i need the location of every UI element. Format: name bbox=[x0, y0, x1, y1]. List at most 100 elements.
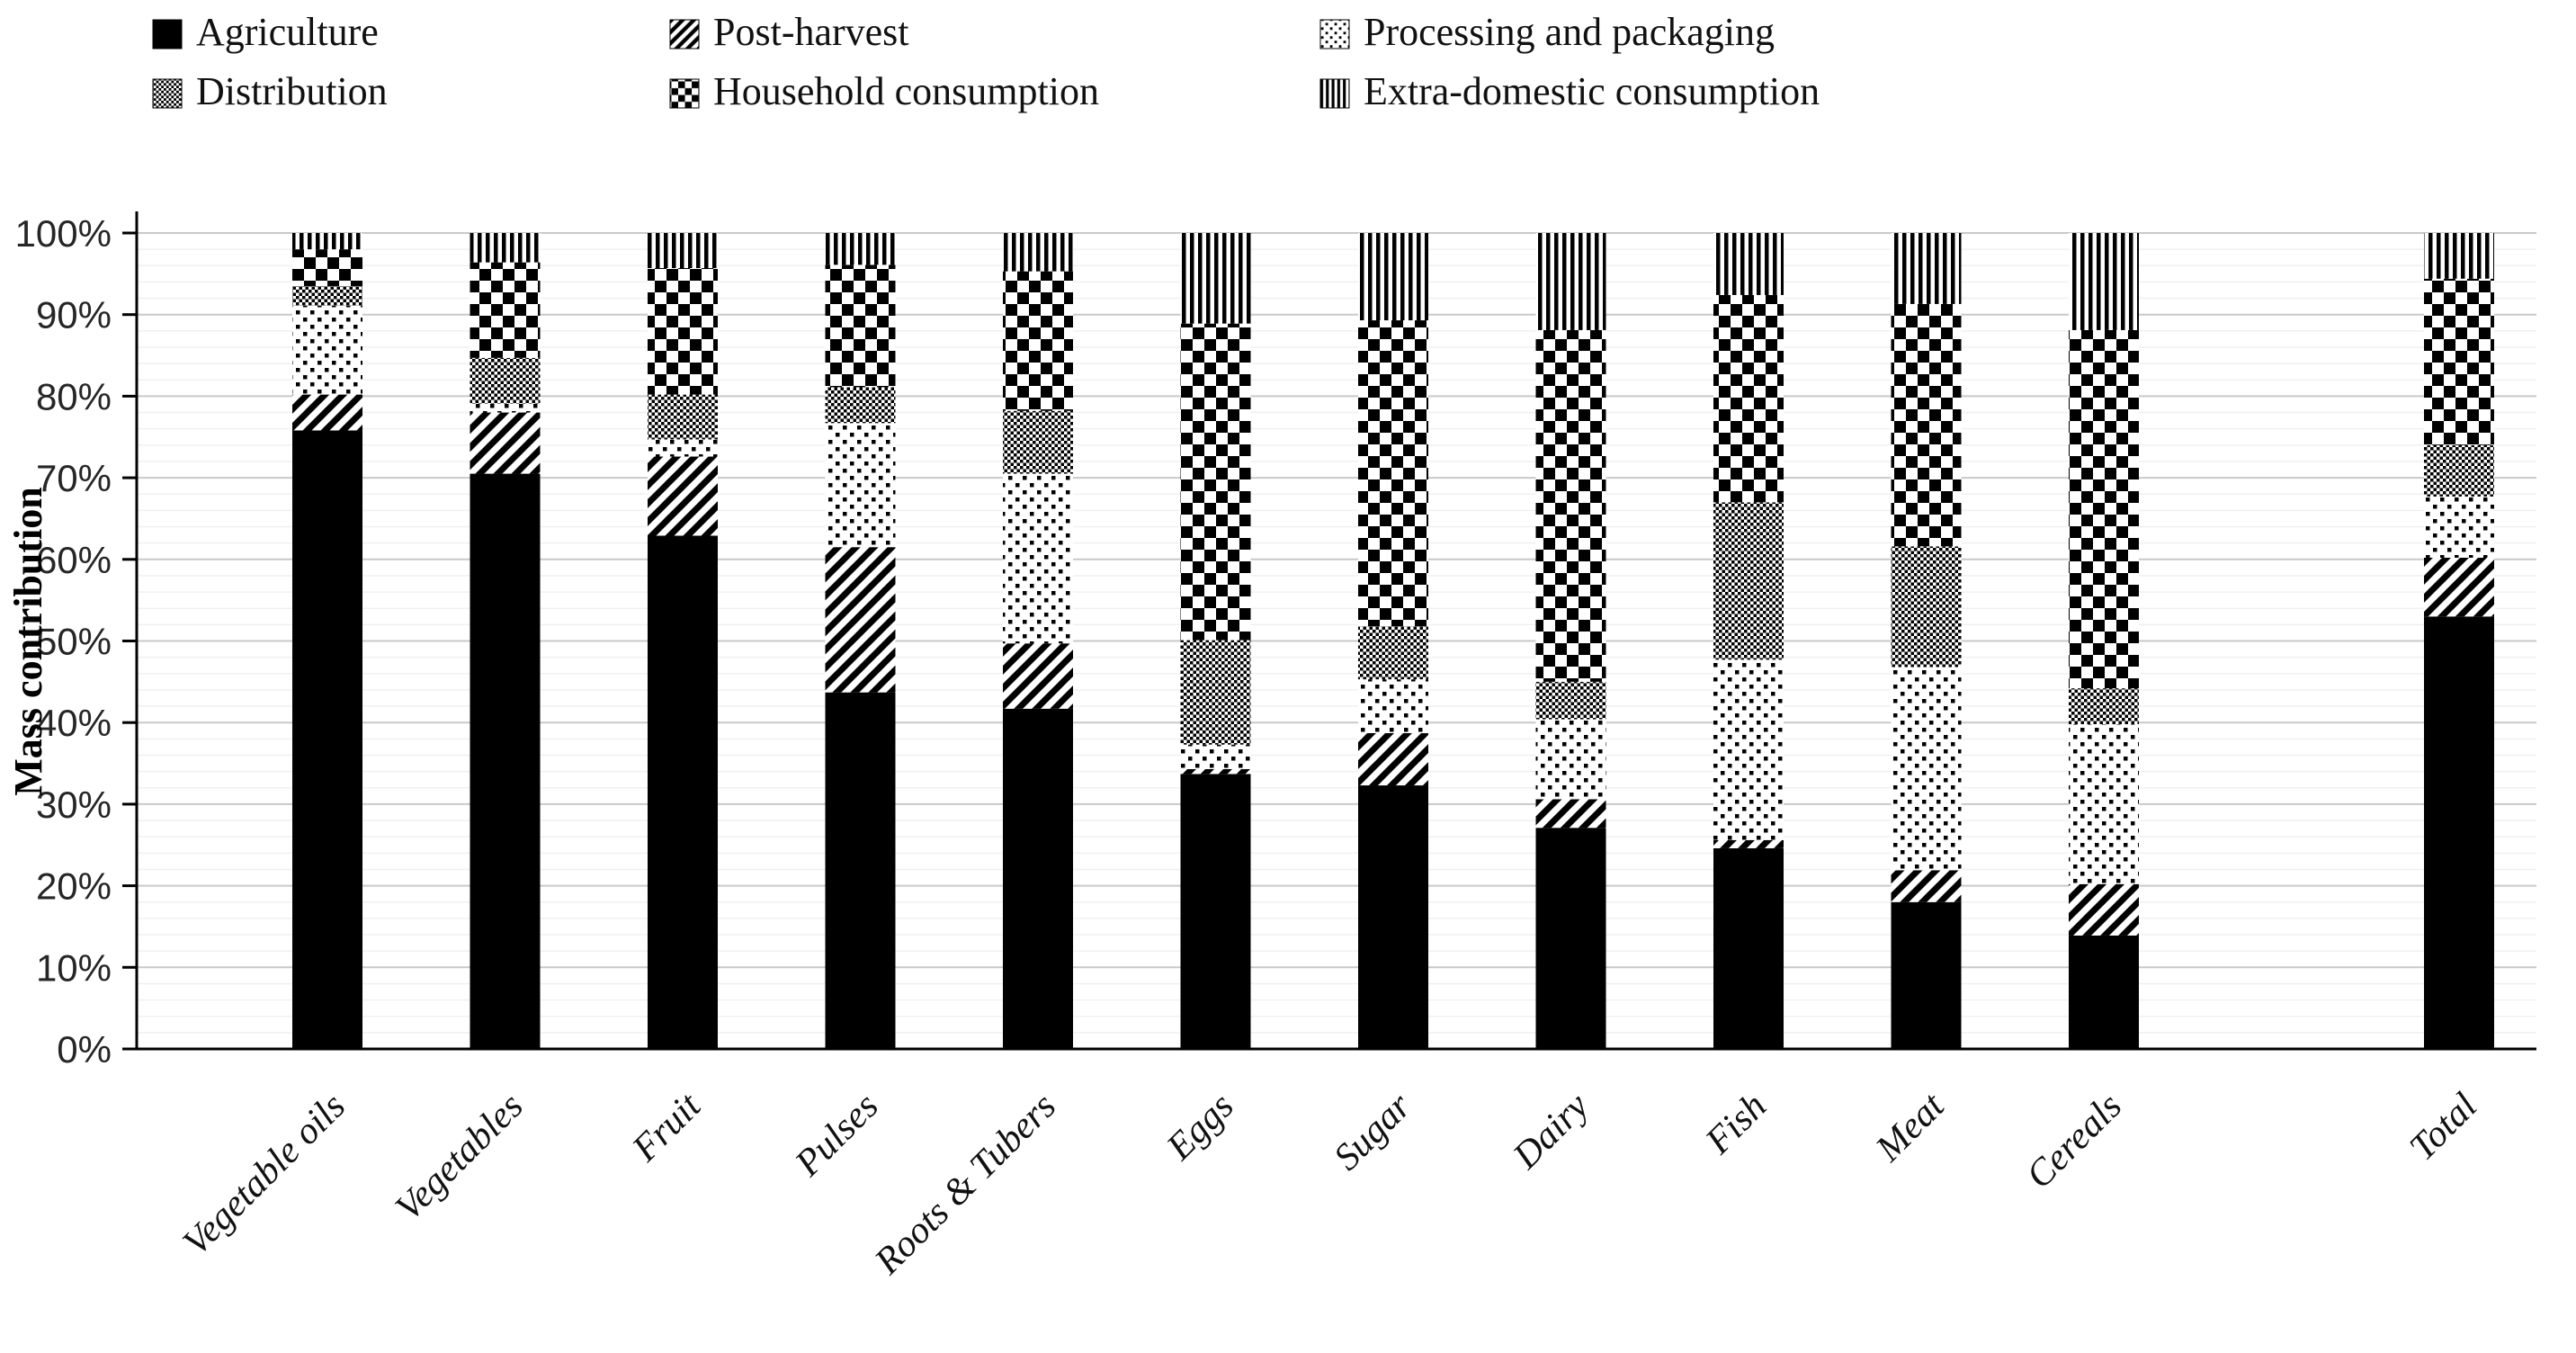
bar-segment bbox=[2424, 444, 2494, 497]
y-axis-tick-labels: 0% 10% 20% 30% 40% 50% 60% 70% 80% 90% 100% bbox=[15, 212, 112, 1071]
y-tick-label: 50% bbox=[36, 621, 112, 663]
bar-segment bbox=[1358, 626, 1428, 680]
bar-segment bbox=[2424, 496, 2494, 558]
legend-item-extra-domestic-consumption: Extra-domestic consumption bbox=[1319, 69, 1820, 113]
x-category-label: Cereals bbox=[2018, 1086, 2130, 1197]
bar-segment bbox=[1713, 294, 1784, 503]
bar-segment bbox=[1003, 233, 1073, 272]
legend-item-processing-and-packaging: Processing and packaging bbox=[1319, 10, 1775, 54]
bar-segment bbox=[2069, 724, 2139, 884]
legend-swatch-icon bbox=[152, 19, 183, 49]
bar-segment bbox=[1535, 329, 1606, 682]
bar-segment bbox=[1713, 847, 1784, 1049]
legend-label: Household consumption bbox=[713, 69, 1099, 113]
bar-segment bbox=[470, 233, 541, 263]
bar-segment bbox=[1891, 546, 1962, 668]
bar-segment bbox=[1003, 473, 1073, 644]
bar-segment bbox=[648, 268, 718, 395]
bar-segment bbox=[825, 387, 896, 424]
bar-segment bbox=[1713, 659, 1784, 840]
legend-swatch-icon bbox=[1319, 78, 1350, 109]
bar-segment bbox=[1891, 901, 1962, 1049]
bar-segment bbox=[1535, 828, 1606, 1049]
bar-vegetables bbox=[470, 233, 541, 1049]
y-axis-title: Mass contribution bbox=[6, 487, 50, 795]
legend-swatch-icon bbox=[1319, 19, 1350, 49]
bar-segment bbox=[2069, 935, 2139, 1049]
legend-swatch-icon bbox=[152, 78, 183, 109]
legend-label: Extra-domestic consumption bbox=[1364, 69, 1820, 113]
y-tick-label: 100% bbox=[15, 212, 112, 255]
y-tick-label: 90% bbox=[36, 294, 112, 336]
bar-segment bbox=[1358, 732, 1428, 786]
x-category-label: Fruit bbox=[624, 1085, 710, 1170]
bar-segment bbox=[648, 394, 718, 440]
bar-segment bbox=[1891, 233, 1962, 304]
bar-segment bbox=[292, 430, 362, 1049]
y-tick-label: 80% bbox=[36, 375, 112, 417]
bar-segment bbox=[1003, 271, 1073, 411]
bar-segment bbox=[470, 473, 541, 1049]
y-tick-label: 0% bbox=[57, 1028, 112, 1071]
bar-eggs bbox=[1180, 233, 1251, 1049]
bar-segment bbox=[292, 233, 362, 250]
bar-segment bbox=[1003, 708, 1073, 1049]
x-category-label: Vegetable oils bbox=[175, 1086, 353, 1264]
bar-segment bbox=[2424, 233, 2494, 279]
bar-roots-tubers bbox=[1003, 233, 1073, 1049]
bar-segment bbox=[2069, 883, 2139, 936]
y-tick-label: 60% bbox=[36, 539, 112, 581]
bar-segment bbox=[2424, 616, 2494, 1049]
x-category-label: Sugar bbox=[1327, 1085, 1420, 1178]
y-tick-label: 30% bbox=[36, 784, 112, 826]
bar-segment bbox=[825, 233, 896, 265]
x-category-label: Eggs bbox=[1158, 1086, 1242, 1169]
bar-segment bbox=[1891, 870, 1962, 902]
bar-segment bbox=[1358, 785, 1428, 1049]
bar-segment bbox=[1358, 320, 1428, 627]
bar-segment bbox=[470, 403, 541, 413]
legend-label: Agriculture bbox=[196, 10, 379, 54]
legend-swatch-icon bbox=[669, 19, 700, 49]
bar-sugar bbox=[1358, 233, 1428, 1049]
y-tick-label: 20% bbox=[36, 865, 112, 908]
bar-segment bbox=[1535, 799, 1606, 829]
bar-segment bbox=[1891, 667, 1962, 871]
bar-fish bbox=[1713, 233, 1784, 1049]
bar-segment bbox=[470, 357, 541, 404]
x-category-label: Vegetables bbox=[388, 1086, 532, 1230]
bar-cereals bbox=[2069, 233, 2139, 1049]
bar-segment bbox=[292, 285, 362, 306]
y-tick-label: 70% bbox=[36, 457, 112, 499]
bar-segment bbox=[1713, 233, 1784, 295]
legend-item-post-harvest: Post-harvest bbox=[669, 10, 909, 54]
bar-segment bbox=[1713, 839, 1784, 848]
legend-label: Distribution bbox=[196, 69, 388, 113]
legend-label: Processing and packaging bbox=[1364, 10, 1775, 54]
bar-segment bbox=[2424, 278, 2494, 445]
legend-item-household-consumption: Household consumption bbox=[669, 69, 1099, 113]
legend-label: Post-harvest bbox=[713, 10, 909, 54]
bar-segment bbox=[1003, 410, 1073, 474]
bar-vegetable-oils bbox=[292, 233, 362, 1049]
bar-segment bbox=[1713, 502, 1784, 660]
bar-segment bbox=[648, 456, 718, 536]
legend-item-distribution: Distribution bbox=[152, 69, 388, 113]
x-category-label: Total bbox=[2402, 1086, 2486, 1169]
x-category-label: Fish bbox=[1697, 1086, 1775, 1163]
bar-segment bbox=[1535, 719, 1606, 800]
bar-segment bbox=[1535, 681, 1606, 720]
bar-segment bbox=[2069, 688, 2139, 725]
bar-segment bbox=[825, 423, 896, 548]
y-tick-label: 40% bbox=[36, 702, 112, 744]
bar-segment bbox=[292, 394, 362, 431]
bar-segment bbox=[648, 439, 718, 457]
bar-segment bbox=[1180, 640, 1251, 745]
x-category-label: Meat bbox=[1867, 1085, 1953, 1170]
x-axis-category-labels: Vegetable oils Vegetables Fruit PulsesRoots… bbox=[175, 1085, 2485, 1284]
legend: Agriculture Post-harvest Processing and pa… bbox=[152, 10, 1820, 113]
bar-segment bbox=[825, 692, 896, 1049]
legend-swatch-icon bbox=[669, 78, 700, 109]
